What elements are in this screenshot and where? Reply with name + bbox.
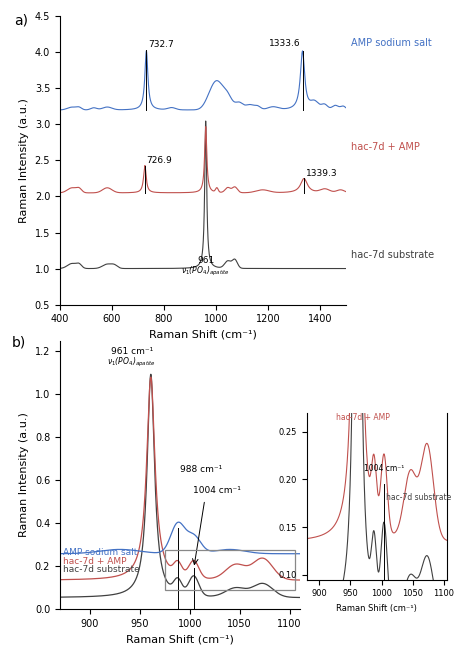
Y-axis label: Raman Intensity (a.u.): Raman Intensity (a.u.): [19, 98, 29, 223]
Text: hac-7d substrate: hac-7d substrate: [386, 493, 452, 502]
Text: 961: 961: [197, 256, 214, 265]
Text: b): b): [12, 335, 26, 349]
Bar: [165, 550, 295, 590]
X-axis label: Raman Shift (cm⁻¹): Raman Shift (cm⁻¹): [337, 604, 417, 613]
Text: a): a): [14, 14, 28, 28]
Text: 726.9: 726.9: [147, 156, 172, 165]
Y-axis label: Raman Intensity (a.u.): Raman Intensity (a.u.): [19, 413, 30, 537]
Text: hac-7d substrate: hac-7d substrate: [63, 565, 140, 574]
Text: hac-7d + AMP: hac-7d + AMP: [336, 413, 390, 422]
Text: hac-7d + AMP: hac-7d + AMP: [351, 142, 420, 153]
Text: 1004 cm⁻¹: 1004 cm⁻¹: [364, 464, 404, 473]
Text: 732.7: 732.7: [148, 40, 173, 48]
Text: AMP sodium salt: AMP sodium salt: [351, 37, 432, 48]
Text: 988 cm⁻¹: 988 cm⁻¹: [180, 465, 222, 474]
Text: 961 cm⁻¹: 961 cm⁻¹: [111, 346, 153, 356]
X-axis label: Raman Shift (cm⁻¹): Raman Shift (cm⁻¹): [149, 330, 257, 340]
Text: $\nu_1$(PO$_4$)$_{apatite}$: $\nu_1$(PO$_4$)$_{apatite}$: [181, 265, 230, 278]
Text: 1339.3: 1339.3: [306, 169, 337, 178]
X-axis label: Raman Shift (cm⁻¹): Raman Shift (cm⁻¹): [126, 635, 234, 645]
Text: $\nu_1$(PO$_4$)$_{apatite}$: $\nu_1$(PO$_4$)$_{apatite}$: [107, 356, 156, 369]
Text: 1004 cm⁻¹: 1004 cm⁻¹: [193, 486, 241, 495]
Text: hac-7d substrate: hac-7d substrate: [351, 250, 434, 261]
Text: hac-7d + AMP: hac-7d + AMP: [63, 557, 126, 565]
Text: 1333.6: 1333.6: [269, 39, 301, 48]
Text: AMP sodium salt: AMP sodium salt: [63, 548, 137, 557]
